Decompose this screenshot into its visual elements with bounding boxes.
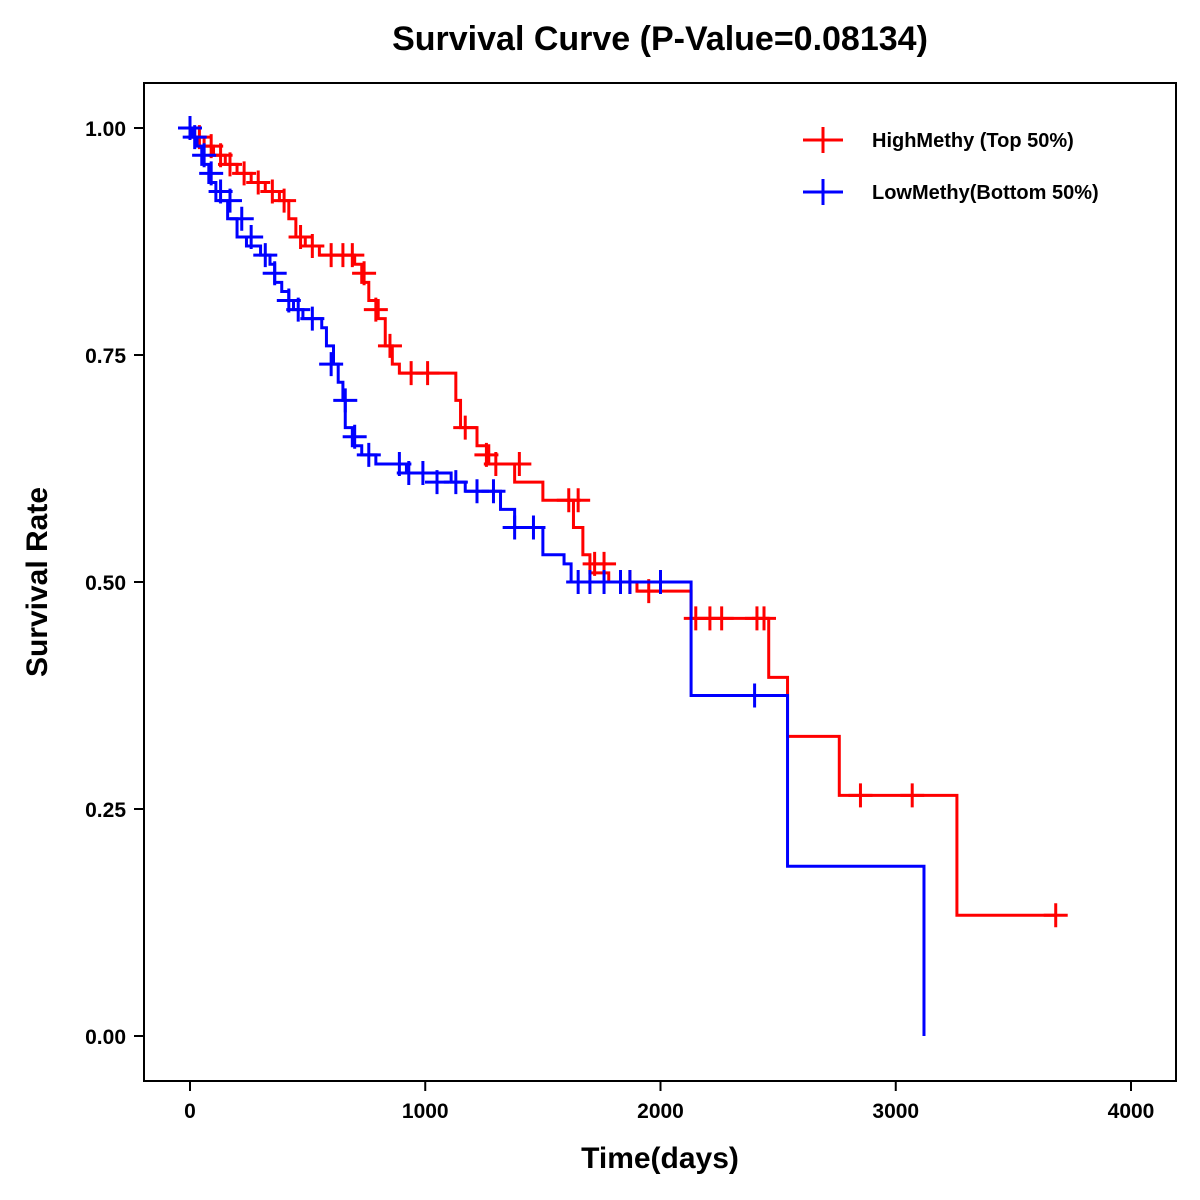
- series-low-methy: [178, 116, 926, 1036]
- x-tick-label: 3000: [872, 1100, 919, 1123]
- censor-mark: [356, 442, 381, 467]
- censor-mark: [232, 161, 257, 186]
- censor-mark: [410, 461, 435, 486]
- censor-mark: [300, 306, 325, 331]
- censor-mark: [848, 783, 873, 808]
- censor-mark: [239, 224, 264, 249]
- censor-mark: [1043, 903, 1068, 928]
- censor-mark: [333, 388, 358, 413]
- x-axis-label: Time(days): [581, 1142, 739, 1175]
- legend-item: HighMethy (Top 50%): [803, 127, 1074, 153]
- censor-mark: [363, 297, 388, 322]
- censor-mark: [483, 451, 508, 476]
- chart-title: Survival Curve (P-Value=0.08134): [392, 20, 928, 58]
- legend: HighMethy (Top 50%) LowMethy(Bottom 50%): [803, 127, 1099, 205]
- censor-mark: [182, 125, 207, 150]
- censor-mark: [319, 352, 344, 377]
- censor-mark: [192, 143, 217, 168]
- censor-mark: [217, 152, 242, 177]
- survival-line: [190, 126, 1056, 917]
- censor-mark: [342, 424, 367, 449]
- censor-mark: [443, 470, 468, 495]
- y-axis-label: Survival Rate: [21, 487, 54, 677]
- y-tick-label: 0.50: [85, 572, 126, 595]
- censor-mark: [340, 243, 365, 268]
- censor-mark: [377, 333, 402, 358]
- censor-mark: [742, 683, 767, 708]
- x-tick-label: 2000: [637, 1100, 684, 1123]
- x-tick-label: 1000: [402, 1100, 449, 1123]
- survival-line: [190, 126, 926, 1036]
- censor-mark: [617, 570, 642, 594]
- x-tick-label: 4000: [1108, 1100, 1155, 1123]
- censor-mark: [648, 570, 673, 594]
- y-tick-label: 0.75: [85, 345, 126, 368]
- legend-label: LowMethy(Bottom 50%): [872, 182, 1099, 204]
- censor-mark: [229, 206, 254, 231]
- censor-mark: [481, 479, 506, 504]
- censor-mark: [217, 188, 242, 213]
- y-tick-label: 0.00: [85, 1026, 126, 1049]
- censor-mark: [900, 783, 925, 808]
- censor-mark: [507, 451, 532, 476]
- censor-mark: [199, 161, 224, 186]
- x-tick-label: 0: [184, 1100, 196, 1123]
- censor-mark: [566, 488, 591, 513]
- censor-mark: [453, 415, 478, 440]
- censor-mark: [262, 261, 287, 286]
- censor-mark: [246, 170, 271, 195]
- censor-mark: [521, 515, 546, 540]
- legend-cross-icon: [803, 179, 843, 205]
- censor-mark: [253, 243, 278, 268]
- y-tick-label: 0.25: [85, 799, 126, 822]
- y-tick-label: 1.00: [85, 118, 126, 141]
- censor-mark: [415, 361, 440, 386]
- censor-mark: [352, 261, 377, 286]
- censor-mark: [272, 188, 297, 213]
- censor-mark: [709, 606, 734, 631]
- legend-item: LowMethy(Bottom 50%): [803, 179, 1099, 205]
- censor-mark: [300, 234, 325, 259]
- legend-label: HighMethy (Top 50%): [872, 130, 1074, 152]
- axis-ticks: 0 1000 2000 3000 4000 0.00 0.25 0.50 0.75 1.00: [85, 118, 1154, 1123]
- censor-mark: [286, 297, 311, 322]
- series-high-methy: [187, 125, 1068, 928]
- series-layer: [178, 116, 1068, 1036]
- censor-mark: [752, 606, 777, 631]
- legend-cross-icon: [803, 127, 843, 153]
